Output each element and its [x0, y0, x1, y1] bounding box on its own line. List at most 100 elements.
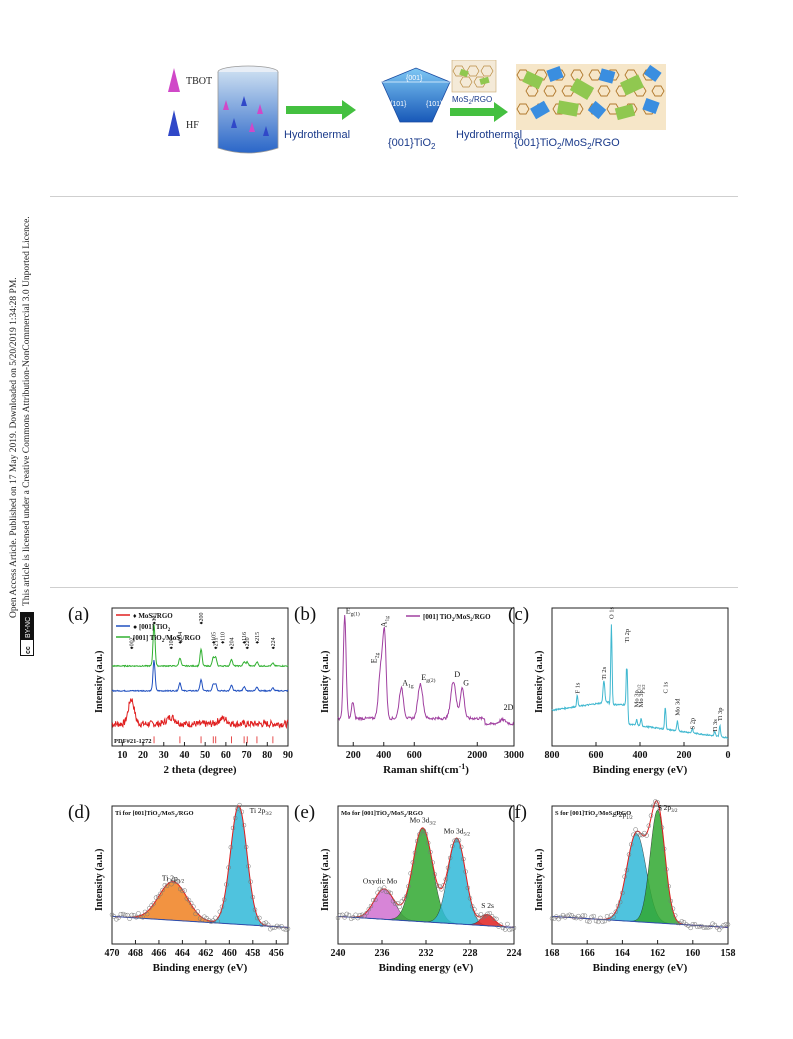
- data-point: [144, 911, 150, 917]
- data-point: [140, 915, 146, 920]
- data-point: [502, 927, 508, 932]
- data-point: [666, 884, 671, 889]
- data-point: [659, 825, 665, 830]
- data-point: [445, 865, 451, 871]
- data-point: [213, 915, 218, 921]
- y-axis-label: Intensity (a.u.): [534, 848, 545, 911]
- data-point: [635, 831, 641, 836]
- data-point: [417, 832, 422, 837]
- data-point: [714, 925, 720, 930]
- y-axis-label: Intensity (a.u.): [320, 650, 331, 713]
- data-point: [111, 914, 117, 919]
- data-point: [567, 912, 572, 918]
- legend-entry: ● [001] TiO2: [133, 623, 171, 633]
- divider-top: [50, 196, 738, 197]
- data-point: [274, 923, 280, 929]
- data-point: [721, 922, 726, 928]
- data-point: [133, 915, 139, 920]
- data-point: [171, 878, 176, 884]
- data-point: [467, 896, 473, 901]
- data-point: [186, 898, 192, 903]
- data-point: [166, 878, 172, 883]
- data-point: [202, 914, 207, 919]
- peak-label: S 2s: [481, 901, 494, 910]
- data-point: [582, 913, 588, 918]
- data-point: [335, 915, 341, 921]
- x-tick-label: 470: [105, 948, 120, 959]
- data-point: [379, 888, 385, 893]
- hydrothermal-1-label: Hydrothermal: [284, 129, 350, 141]
- x-tick-label: 228: [463, 948, 478, 959]
- data-point: [221, 897, 227, 902]
- data-point: [397, 904, 402, 910]
- data-point: [155, 894, 161, 899]
- data-point: [230, 825, 236, 831]
- data-point: [357, 912, 363, 918]
- x-tick-label: 90: [283, 750, 293, 761]
- x-tick-label: 30: [159, 750, 169, 761]
- facet-101-right-label: {101}: [426, 101, 443, 108]
- data-point: [443, 877, 449, 882]
- data-point: [246, 864, 251, 869]
- data-point: [505, 921, 510, 927]
- peak-label: ♦200: [199, 612, 205, 624]
- x-tick-label: 160: [685, 948, 700, 959]
- data-point: [472, 907, 477, 912]
- data-point: [688, 925, 693, 931]
- data-point: [169, 881, 174, 887]
- peak-label: ♦211: [214, 638, 220, 650]
- data-point: [703, 925, 709, 930]
- data-point: [498, 922, 504, 927]
- data-point: [283, 927, 289, 933]
- data-point: [182, 888, 187, 893]
- arrow-1-icon: [286, 100, 356, 120]
- data-point: [565, 913, 570, 919]
- legend-entry: [001] TiO2/MoS2/RGO: [133, 634, 201, 644]
- data-point: [664, 867, 669, 872]
- x-tick-label: 50: [200, 750, 210, 761]
- peak-label: A1g: [402, 678, 414, 689]
- panel-title: Ti for [001]TiO2/MoS2/RGO: [115, 810, 194, 818]
- data-point: [118, 911, 124, 917]
- peak-label: Mo 3p1/2: [634, 684, 642, 707]
- data-point: [281, 926, 286, 932]
- x-tick-label: 162: [650, 948, 665, 959]
- data-point: [279, 923, 284, 929]
- peak-label: ♦100: [169, 637, 175, 649]
- data-point: [199, 917, 205, 922]
- data-point: [650, 803, 656, 809]
- peak-label: Ti 2p: [624, 629, 631, 643]
- data-point: [478, 912, 484, 917]
- data-point: [465, 885, 471, 891]
- cc-license-badge[interactable]: BY-NC cc: [20, 612, 34, 656]
- data-point: [456, 838, 462, 843]
- x-tick-label: 3000: [504, 750, 524, 761]
- peak-label: Ti 3s: [712, 719, 719, 732]
- data-point: [646, 823, 652, 828]
- data-point: [637, 832, 643, 838]
- data-point: [668, 898, 674, 904]
- panel-title: S for [001]TiO2/MoS2/RGO: [555, 810, 631, 818]
- xps-ti-chart-panel-d: (d) Intensity (a.u.) 470 468 466 464 462 460 458…: [68, 802, 291, 974]
- x-tick-label: 168: [545, 948, 560, 959]
- sidebar-line-2[interactable]: This article is licensed under a Creativ…: [22, 216, 32, 606]
- data-point: [390, 898, 396, 904]
- data-point: [344, 911, 350, 917]
- composite-icon: [516, 64, 666, 130]
- data-point: [252, 907, 258, 912]
- peak-label: S 2p: [689, 718, 696, 730]
- x-tick-label: 458: [245, 948, 260, 959]
- panel-letter: (e): [294, 802, 315, 823]
- data-point: [500, 925, 506, 931]
- data-point: [243, 844, 249, 850]
- data-point: [679, 919, 685, 924]
- facet-101-left-label: {101}: [390, 101, 407, 108]
- peak-label: ♦224: [271, 637, 277, 649]
- data-point: [355, 915, 361, 921]
- data-point: [611, 914, 616, 920]
- data-point: [480, 914, 486, 920]
- x-axis-label: Binding energy (eV): [593, 962, 688, 974]
- data-point: [270, 925, 275, 930]
- x-tick-label: 232: [419, 948, 434, 959]
- beaker-icon: [217, 65, 279, 154]
